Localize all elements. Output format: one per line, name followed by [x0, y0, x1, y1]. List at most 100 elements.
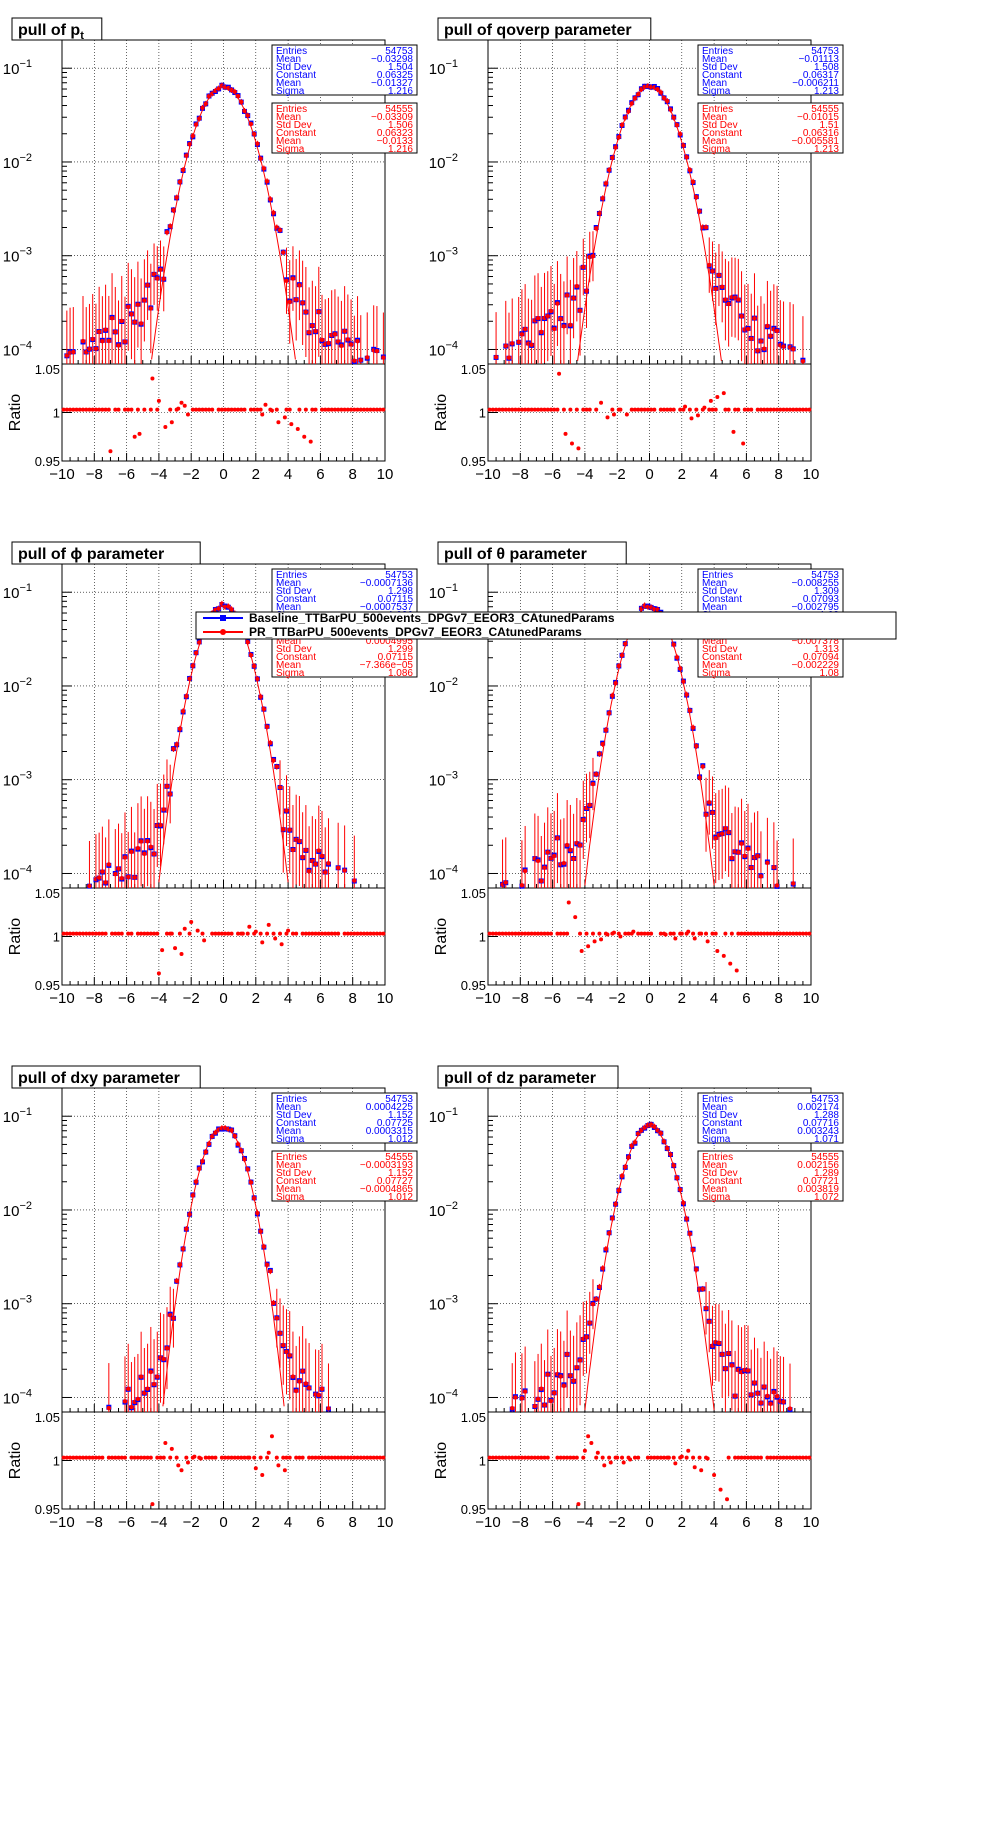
ratio-point [90, 407, 95, 412]
pr-point [106, 1405, 112, 1411]
ratio-point [742, 931, 747, 936]
stat-label: Entries [276, 570, 307, 581]
ratio-point [523, 407, 528, 412]
ratio-point [226, 1455, 231, 1460]
pr-point [719, 1352, 725, 1357]
y-tick-label: 10−2 [3, 1200, 32, 1220]
pr-point [293, 297, 299, 302]
ratio-point [731, 429, 736, 434]
ratio-point [253, 929, 258, 934]
ratio-point [358, 931, 363, 936]
ratio-point [87, 407, 92, 412]
pr-point [726, 830, 731, 835]
ratio-y-tick-label: 1.05 [461, 1410, 486, 1425]
y-tick-label: 10−2 [429, 676, 458, 696]
stat-label: Mean [276, 112, 301, 123]
ratio-point [122, 407, 127, 412]
ratio-point [594, 1455, 599, 1460]
ratio-point [287, 1455, 292, 1460]
x-tick-label: −4 [576, 1514, 593, 1531]
pr-point [103, 327, 108, 332]
ratio-point [636, 931, 641, 936]
pr-point [113, 329, 118, 335]
pr-point [758, 339, 764, 344]
ratio-point [607, 1455, 612, 1460]
stat-label: Mean [276, 602, 301, 613]
ratio-point [555, 407, 560, 412]
ratio-point [662, 1455, 667, 1460]
ratio-point [639, 931, 644, 936]
ratio-point [718, 1487, 723, 1492]
ratio-point [223, 407, 228, 412]
x-tick-label: 0 [219, 990, 227, 1007]
ratio-point [358, 1455, 363, 1460]
ratio-point [284, 931, 289, 936]
x-tick-label: 6 [316, 1514, 324, 1531]
y-tick-label: 10−3 [429, 246, 458, 266]
pr-point [229, 1128, 234, 1133]
ratio-point [358, 407, 363, 412]
stat-value: 1.298 [388, 586, 413, 597]
stat-label: Constant [276, 70, 316, 81]
pr-point [755, 348, 760, 353]
ratio-point [135, 407, 140, 412]
ratio-point [345, 407, 350, 412]
ratio-point [332, 1455, 337, 1460]
pr-point [758, 1400, 764, 1406]
stat-label: Mean [702, 660, 727, 671]
ratio-point [529, 931, 534, 936]
legend-box [195, 611, 897, 640]
ratio-point [618, 934, 623, 939]
stat-label: Mean [276, 78, 301, 89]
ratio-point [281, 1455, 286, 1460]
pr-point [765, 323, 770, 329]
ratio-point [210, 931, 215, 936]
pr-point [749, 336, 754, 341]
stat-value: 1.072 [814, 1192, 839, 1203]
stat-label: Mean [276, 578, 301, 589]
ratio-point [788, 931, 793, 936]
ratio-point [784, 407, 789, 412]
ratio-point [628, 1457, 633, 1462]
legend-baseline-marker [220, 615, 226, 621]
pr-point [290, 847, 296, 853]
pr-point [710, 269, 715, 274]
pr-point [577, 842, 583, 848]
pr-point [168, 224, 173, 229]
ratio-point [245, 931, 250, 936]
ratio-point [229, 1455, 234, 1460]
pr-point [574, 1365, 580, 1370]
stat-value: 0.0004995 [366, 636, 414, 647]
pr-point [552, 853, 557, 859]
ratio-point [723, 931, 728, 936]
pr-point [126, 874, 131, 880]
ratio-point [611, 930, 616, 935]
pr-point [148, 844, 154, 849]
ratio-point [741, 441, 746, 446]
pr-point [716, 272, 722, 278]
ratio-point [662, 407, 667, 412]
stat-value: 1.51 [820, 120, 840, 131]
pr-point [80, 338, 86, 344]
ratio-point [119, 931, 124, 936]
ratio-point [797, 407, 802, 412]
pr-point [129, 1404, 134, 1410]
x-tick-label: −2 [609, 990, 626, 1007]
pr-point [303, 1381, 309, 1386]
ratio-point [61, 1455, 66, 1460]
ratio-point [568, 407, 573, 412]
x-tick-label: −8 [512, 1514, 529, 1531]
pr-point [700, 764, 705, 769]
x-tick-label: 2 [252, 990, 260, 1007]
ratio-point [605, 932, 610, 937]
ratio-point [116, 1455, 121, 1460]
ratio-point [616, 931, 621, 936]
pr-point [229, 607, 234, 612]
ratio-point [106, 1455, 111, 1460]
ratio-point [721, 391, 726, 396]
pr-point [90, 336, 95, 342]
pr-point [277, 1330, 283, 1336]
ratio-point [216, 931, 221, 936]
pr-point [561, 861, 567, 866]
ratio-point [289, 422, 294, 427]
